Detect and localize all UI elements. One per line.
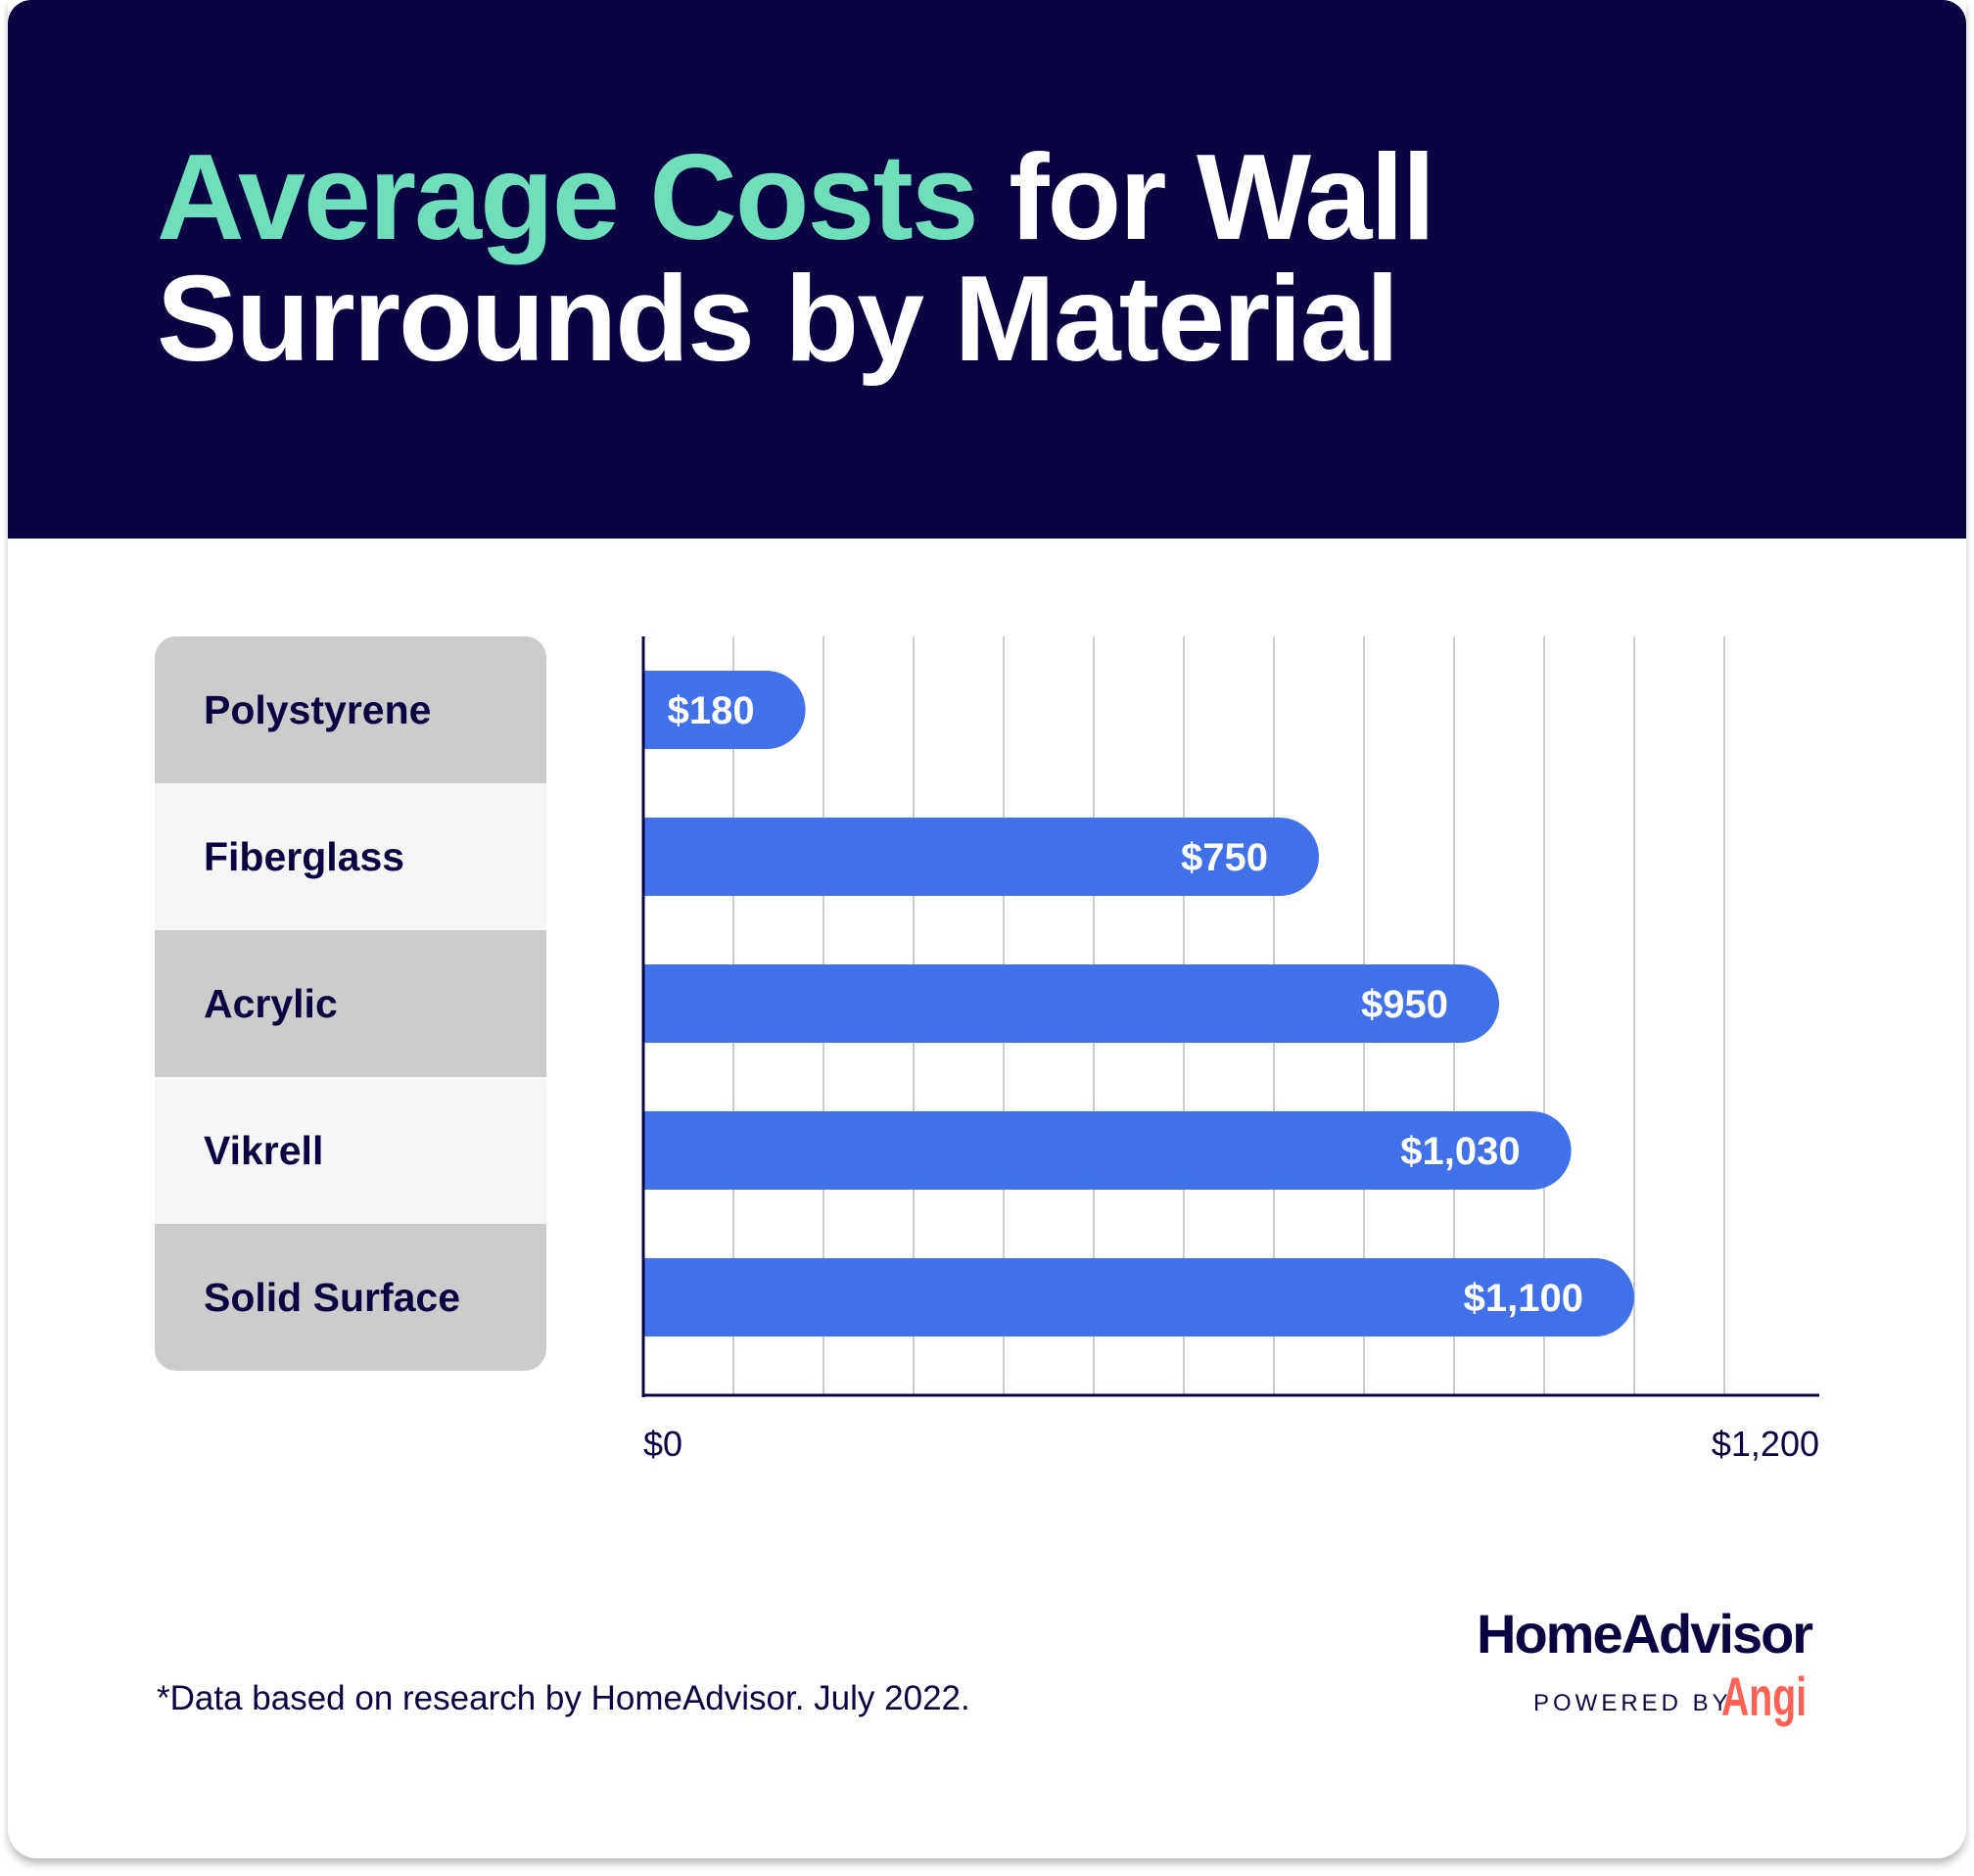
- bar: [643, 964, 1499, 1043]
- bar: [643, 1111, 1572, 1190]
- category-label: Acrylic: [155, 930, 546, 1077]
- bar-value-label: $1,100: [1464, 1277, 1583, 1320]
- category-label: Polystyrene: [155, 636, 546, 783]
- footnote: *Data based on research by HomeAdvisor. …: [157, 1679, 970, 1717]
- powered-by-text: POWERED BY: [1533, 1690, 1732, 1716]
- bar: [643, 1258, 1634, 1337]
- title-rest: for Wall Surrounds by Material: [157, 130, 1435, 387]
- category-labels: Polystyrene Fiberglass Acrylic Vikrell Solid…: [155, 636, 546, 1371]
- bar: [643, 818, 1319, 896]
- x-tick-label: $1,200: [1712, 1424, 1819, 1464]
- category-label: Fiberglass: [155, 783, 546, 930]
- page-title: Average Costs for Wall Surrounds by Mate…: [157, 137, 1966, 380]
- homeadvisor-logo: HomeAdvisor: [1477, 1603, 1813, 1665]
- header: Average Costs for Wall Surrounds by Mate…: [8, 0, 1966, 539]
- category-label: Vikrell: [155, 1077, 546, 1224]
- bar-value-label: $180: [668, 689, 755, 732]
- x-tick-label: $0: [643, 1424, 682, 1464]
- title-accent: Average Costs: [157, 130, 979, 265]
- angi-logo: Angi: [1721, 1665, 1808, 1727]
- infographic-card: Average Costs for Wall Surrounds by Mate…: [8, 0, 1966, 1858]
- bar-value-label: $750: [1181, 836, 1268, 879]
- bar-value-label: $950: [1361, 983, 1448, 1026]
- bar: [643, 671, 806, 749]
- bar-chart: $180 $750 $950 $1,030 $1,100 $0 $1,200: [641, 636, 1819, 1464]
- category-label: Solid Surface: [155, 1224, 546, 1371]
- bar-value-label: $1,030: [1400, 1130, 1520, 1173]
